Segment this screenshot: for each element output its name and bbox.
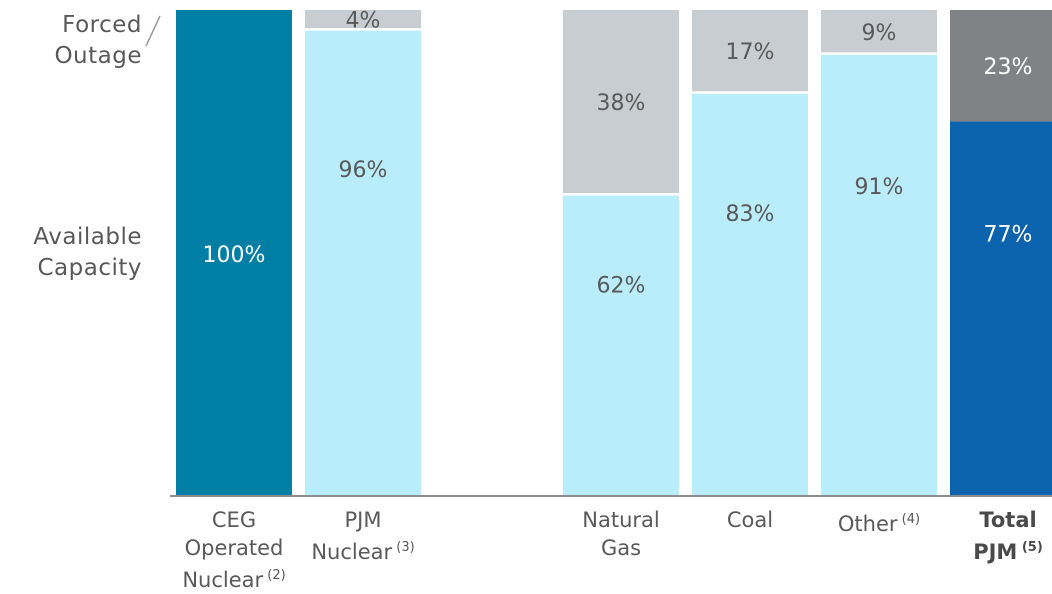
category-label-2: Natural Gas <box>543 506 699 562</box>
available-value-label-3: 83% <box>726 202 775 227</box>
footnote-marker: (2) <box>263 568 286 583</box>
category-label-line: Total <box>930 506 1052 534</box>
bar-available-1 <box>305 29 421 496</box>
category-label-text: Gas <box>600 536 642 560</box>
outage-value-label-2: 38% <box>597 91 646 116</box>
category-label-line: Natural <box>543 506 699 534</box>
category-label-text: Coal <box>726 508 774 532</box>
forced-outage-line-1: Forced <box>62 12 142 38</box>
bar-outage-3 <box>692 10 808 93</box>
outage-value-label-1: 4% <box>346 9 381 34</box>
outage-value-label-3: 17% <box>726 40 775 65</box>
footnote-marker: (4) <box>897 512 921 527</box>
bar-available-3 <box>692 92 808 495</box>
category-label-text: Nuclear <box>182 568 264 592</box>
category-label-line: Other (4) <box>801 506 957 538</box>
category-label-line: CEG <box>156 506 312 534</box>
category-label-text: Total <box>979 508 1037 532</box>
forced-outage-line-2: Outage <box>54 43 142 69</box>
bar-available-2 <box>563 194 679 496</box>
available-value-label-2: 62% <box>597 274 646 299</box>
category-label-line: PJM (5) <box>930 534 1052 566</box>
category-label-text: Other <box>837 512 898 536</box>
category-label-text: Operated <box>184 536 284 560</box>
category-label-0: CEG Operated Nuclear (2) <box>156 506 312 594</box>
category-label-line: Nuclear (2) <box>156 562 312 594</box>
bar-available-4 <box>821 53 937 496</box>
outage-value-label-5: 23% <box>984 55 1033 80</box>
category-label-3: Coal <box>672 506 828 534</box>
category-label-text: Nuclear <box>311 540 393 564</box>
available-capacity-line-2: Capacity <box>37 255 142 281</box>
available-value-label-4: 91% <box>855 175 904 200</box>
category-label-line: PJM <box>285 506 441 534</box>
category-label-text: PJM <box>973 540 1018 564</box>
category-label-5: Total PJM (5) <box>930 506 1052 566</box>
category-label-text: PJM <box>344 508 382 532</box>
available-capacity-label: Available Capacity <box>0 222 142 284</box>
label-divider-slash <box>145 15 161 47</box>
category-label-4: Other (4) <box>801 506 957 538</box>
available-capacity-line-1: Available <box>33 224 142 250</box>
bar-outage-5 <box>950 10 1052 122</box>
category-label-line: Gas <box>543 534 699 562</box>
footnote-marker: (5) <box>1017 540 1043 555</box>
category-label-line: Nuclear (3) <box>285 534 441 566</box>
footnote-marker: (3) <box>392 540 415 555</box>
available-value-label-0: 100% <box>203 243 266 268</box>
forced-outage-label: Forced Outage <box>0 10 142 72</box>
available-value-label-1: 96% <box>339 158 388 183</box>
bar-available-5 <box>950 121 1052 496</box>
outage-value-label-4: 9% <box>862 21 897 46</box>
available-value-label-5: 77% <box>984 223 1033 248</box>
bar-outage-4 <box>821 10 937 54</box>
category-label-line: Coal <box>672 506 828 534</box>
category-label-text: Natural <box>582 508 660 532</box>
category-label-1: PJM Nuclear (3) <box>285 506 441 566</box>
bar-outage-2 <box>563 10 679 195</box>
bar-available-0 <box>176 10 292 495</box>
bar-outage-1 <box>305 10 421 30</box>
category-label-line: Operated <box>156 534 312 562</box>
category-label-text: CEG <box>211 508 257 532</box>
